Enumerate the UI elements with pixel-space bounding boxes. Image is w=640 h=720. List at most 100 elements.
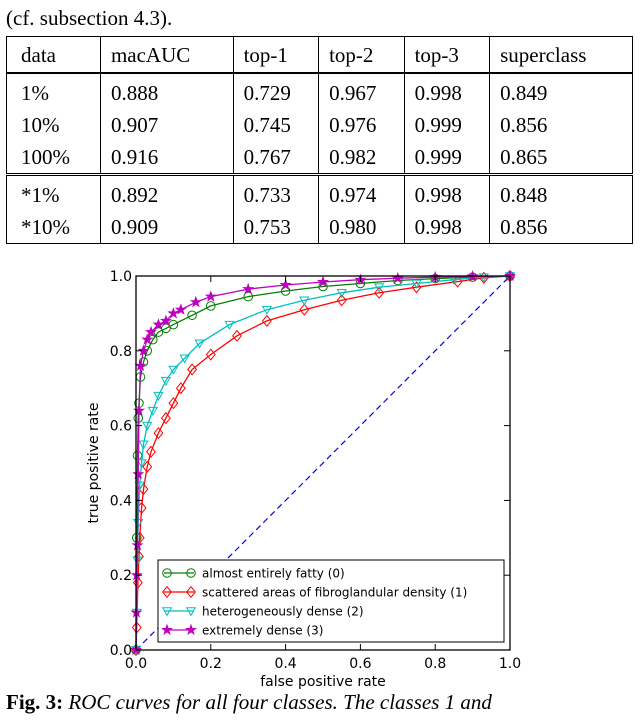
data-point bbox=[132, 576, 143, 589]
table-cell: 0.967 bbox=[318, 73, 405, 109]
data-point bbox=[160, 412, 171, 425]
x-tick-label: 0.4 bbox=[274, 656, 296, 672]
y-tick-label: 0.6 bbox=[110, 419, 132, 435]
header-cell: superclass bbox=[489, 36, 633, 73]
series-line bbox=[135, 275, 511, 651]
data-point bbox=[242, 282, 255, 295]
table-cell: 0.976 bbox=[318, 109, 405, 141]
data-point bbox=[160, 376, 172, 387]
data-point bbox=[137, 344, 150, 356]
x-tick-label: 1.0 bbox=[499, 656, 521, 672]
plot-frame bbox=[135, 275, 511, 651]
data-point bbox=[142, 460, 153, 473]
data-point bbox=[159, 314, 172, 327]
data-point bbox=[167, 307, 180, 319]
header-cell: top-3 bbox=[403, 36, 491, 73]
data-point bbox=[316, 275, 330, 288]
data-point bbox=[411, 279, 422, 289]
chance-line bbox=[135, 275, 511, 651]
legend-marker bbox=[186, 585, 196, 599]
data-point bbox=[478, 273, 489, 283]
table-cell: 0.998 bbox=[403, 73, 491, 109]
legend-marker bbox=[162, 568, 172, 578]
plot-marks bbox=[129, 269, 517, 657]
header-cell: data bbox=[6, 36, 101, 73]
table-row: *10% 0.909 0.753 0.980 0.998 0.856 bbox=[6, 211, 633, 244]
data-point bbox=[261, 305, 273, 315]
data-point bbox=[134, 359, 147, 371]
series-line bbox=[135, 275, 511, 651]
legend-marker bbox=[161, 607, 173, 617]
table-cell: 0.974 bbox=[318, 174, 405, 211]
table-cell: 0.767 bbox=[232, 141, 320, 175]
table-cell: 1% bbox=[6, 73, 101, 109]
legend-item: heterogeneously dense (2) bbox=[161, 605, 364, 619]
data-point bbox=[391, 271, 404, 284]
data-point bbox=[153, 426, 164, 440]
x-tick-label: 0.0 bbox=[125, 656, 147, 672]
legend-marker bbox=[160, 623, 174, 636]
x-tick-label: 0.6 bbox=[349, 656, 371, 672]
data-point bbox=[146, 445, 156, 458]
data-point bbox=[168, 365, 179, 375]
table-cell: 0.980 bbox=[318, 211, 405, 244]
series-line bbox=[135, 275, 511, 651]
table-cell: *1% bbox=[6, 174, 101, 211]
legend-marker bbox=[184, 623, 198, 636]
data-point bbox=[206, 301, 216, 311]
data-point bbox=[132, 467, 145, 480]
table-cell: 0.729 bbox=[232, 73, 320, 109]
legend-marker bbox=[185, 607, 197, 617]
table-cell: 0.907 bbox=[99, 109, 234, 141]
table-row: 1% 0.888 0.729 0.967 0.998 0.849 bbox=[6, 73, 633, 109]
table-row: *1% 0.892 0.733 0.974 0.998 0.848 bbox=[6, 174, 633, 211]
data-point bbox=[187, 310, 197, 321]
table-cell: 100% bbox=[6, 141, 101, 175]
table-row: 100% 0.916 0.767 0.982 0.999 0.865 bbox=[6, 141, 633, 175]
legend-box bbox=[157, 559, 505, 643]
data-point bbox=[232, 329, 242, 342]
table-cell: 0.916 bbox=[99, 141, 234, 175]
data-point bbox=[336, 294, 347, 307]
header-cell: macAUC bbox=[99, 36, 234, 73]
data-point bbox=[134, 531, 145, 544]
data-point bbox=[144, 325, 157, 338]
data-point bbox=[168, 397, 179, 410]
legend-label: heterogeneously dense (2) bbox=[202, 605, 364, 619]
chart-legend: almost entirely fatty (0) scattered areas… bbox=[157, 559, 505, 643]
data-point bbox=[142, 421, 153, 431]
data-point bbox=[179, 354, 190, 364]
table-group-b: *1% 0.892 0.733 0.974 0.998 0.848 *10% 0… bbox=[6, 174, 633, 244]
legend-label: almost entirely fatty (0) bbox=[202, 567, 345, 581]
table-cell: 0.982 bbox=[318, 141, 405, 175]
data-point bbox=[152, 318, 165, 330]
table-cell: 0.856 bbox=[489, 109, 633, 141]
table-cell: 0.892 bbox=[99, 174, 234, 211]
table-cell: 0.888 bbox=[99, 73, 234, 109]
figure-label: Fig. 3: bbox=[6, 690, 64, 714]
data-point bbox=[138, 357, 149, 367]
roc-chart: 0.0 0.2 0.4 0.6 0.8 1.0 0.0 0.2 0.4 0.6 0.8 1.0 fal… bbox=[86, 269, 521, 690]
data-point bbox=[174, 303, 187, 315]
data-point bbox=[138, 440, 149, 450]
axis-ticks: 0.0 0.2 0.4 0.6 0.8 1.0 0.0 0.2 0.4 0.6 0.8 1.0 bbox=[110, 269, 521, 672]
table-cell: 0.998 bbox=[403, 174, 491, 211]
figure-caption: Fig. 3: ROC curves for all four classes.… bbox=[6, 688, 492, 716]
legend-marker bbox=[186, 568, 196, 578]
table-cell: 0.753 bbox=[232, 211, 320, 244]
header-cell: top-1 bbox=[232, 36, 320, 73]
data-point bbox=[153, 391, 164, 401]
x-tick-label: 0.8 bbox=[424, 656, 446, 672]
legend-item: almost entirely fatty (0) bbox=[162, 567, 345, 581]
data-point bbox=[147, 406, 158, 416]
table-cell: 0.745 bbox=[232, 109, 320, 141]
table-header-row: data macAUC top-1 top-2 top-3 superclass bbox=[6, 36, 633, 73]
x-axis-label: false positive rate bbox=[260, 674, 386, 690]
data-point bbox=[411, 281, 422, 294]
y-axis-label: true positive rate bbox=[86, 403, 102, 524]
table-group-a: 1% 0.888 0.729 0.967 0.998 0.849 10% 0.9… bbox=[6, 73, 633, 175]
legend-marker bbox=[162, 585, 172, 599]
y-tick-label: 1.0 bbox=[110, 269, 132, 285]
table-cell: 0.856 bbox=[489, 211, 633, 244]
legend-item: scattered areas of fibroglandular densit… bbox=[162, 585, 467, 600]
